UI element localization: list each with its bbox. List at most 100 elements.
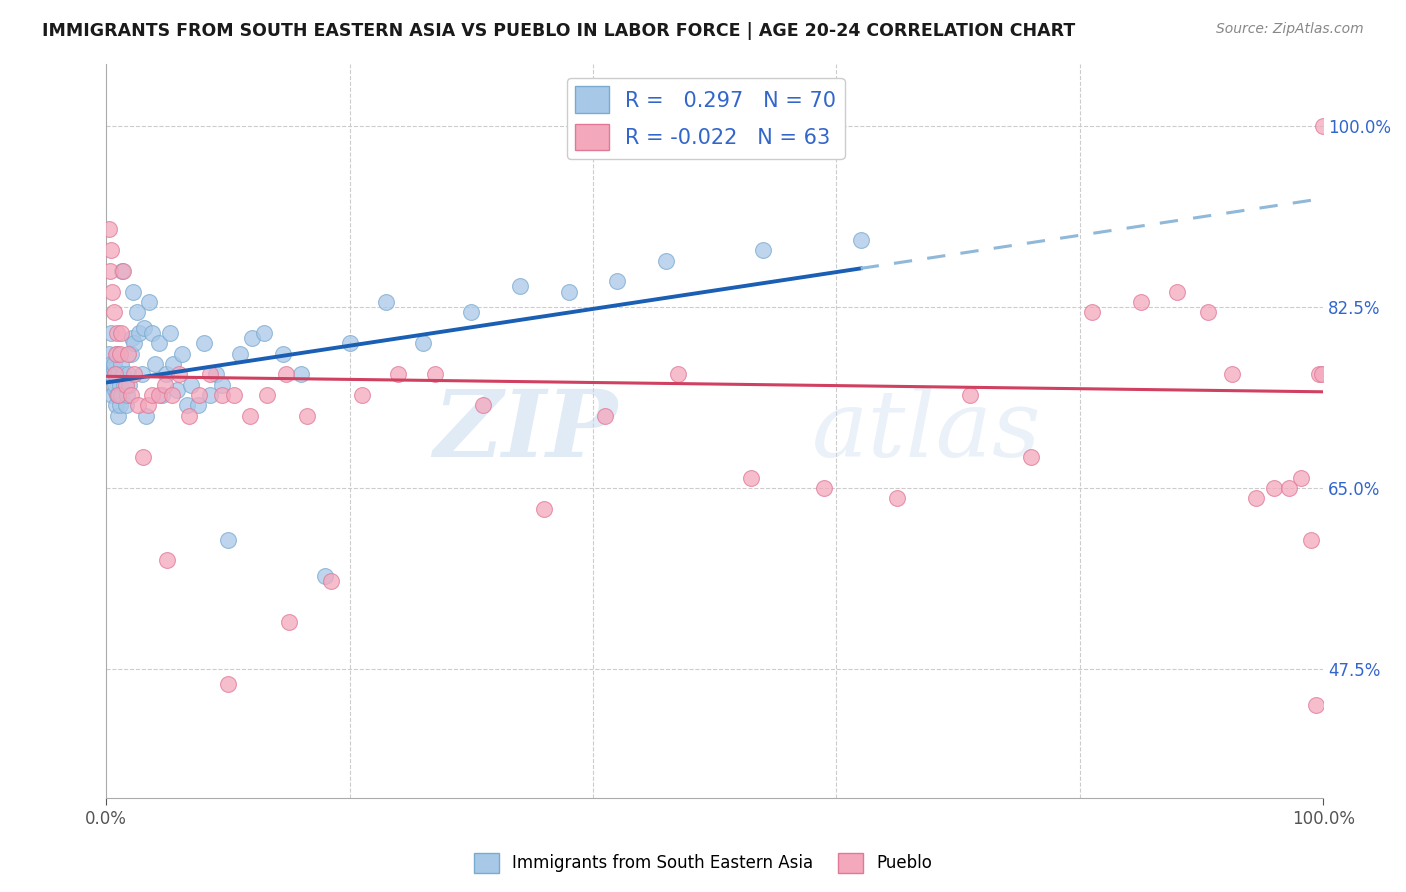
Point — [198, 368, 221, 382]
Point — [97, 346, 120, 360]
Point — [217, 533, 239, 547]
Point — [1299, 533, 1322, 547]
Point — [472, 398, 495, 412]
Point — [114, 377, 136, 392]
Point — [217, 677, 239, 691]
Point — [110, 388, 132, 402]
Point — [593, 409, 616, 423]
Point — [211, 377, 233, 392]
Point — [186, 398, 208, 412]
Point — [1289, 470, 1312, 484]
Point — [148, 388, 170, 402]
Point — [150, 388, 173, 402]
Text: IMMIGRANTS FROM SOUTH EASTERN ASIA VS PUEBLO IN LABOR FORCE | AGE 20-24 CORRELAT: IMMIGRANTS FROM SOUTH EASTERN ASIA VS PU… — [42, 22, 1076, 40]
Point — [121, 331, 143, 345]
Point — [125, 305, 148, 319]
Point — [104, 398, 127, 412]
Point — [111, 264, 134, 278]
Point — [176, 398, 198, 412]
Point — [108, 346, 131, 360]
Point — [180, 377, 202, 392]
Point — [120, 388, 142, 402]
Point — [136, 398, 159, 412]
Point — [533, 501, 555, 516]
Point — [277, 615, 299, 630]
Text: ZIP: ZIP — [433, 386, 617, 476]
Point — [156, 553, 179, 567]
Point — [110, 357, 132, 371]
Point — [339, 336, 361, 351]
Point — [666, 368, 689, 382]
Point — [606, 274, 628, 288]
Point — [314, 569, 336, 583]
Point — [159, 326, 181, 340]
Point — [117, 368, 139, 382]
Point — [1129, 294, 1152, 309]
Point — [100, 357, 122, 371]
Point — [155, 368, 177, 382]
Point — [107, 368, 129, 382]
Point — [100, 243, 122, 257]
Point — [131, 368, 153, 382]
Point — [143, 357, 166, 371]
Point — [122, 336, 145, 351]
Point — [1197, 305, 1219, 319]
Point — [101, 368, 124, 382]
Point — [253, 326, 276, 340]
Point — [752, 243, 775, 257]
Point — [108, 398, 131, 412]
Point — [170, 346, 193, 360]
Point — [105, 346, 128, 360]
Point — [849, 233, 872, 247]
Point — [115, 388, 138, 402]
Point — [276, 368, 298, 382]
Point — [198, 388, 221, 402]
Point — [1244, 491, 1267, 506]
Point — [387, 368, 409, 382]
Point — [141, 326, 163, 340]
Point — [98, 264, 121, 278]
Point — [1019, 450, 1042, 464]
Point — [1220, 368, 1243, 382]
Point — [104, 383, 127, 397]
Point — [177, 409, 200, 423]
Point — [1278, 481, 1301, 495]
Point — [222, 388, 245, 402]
Point — [239, 409, 262, 423]
Point — [655, 253, 678, 268]
Point — [148, 336, 170, 351]
Point — [460, 305, 482, 319]
Point — [412, 336, 434, 351]
Point — [740, 470, 762, 484]
Point — [813, 481, 835, 495]
Point — [271, 346, 294, 360]
Point — [375, 294, 398, 309]
Point — [135, 409, 157, 423]
Point — [103, 305, 125, 319]
Point — [1263, 481, 1285, 495]
Point — [105, 388, 128, 402]
Point — [97, 222, 120, 236]
Point — [959, 388, 981, 402]
Point — [101, 285, 124, 299]
Point — [350, 388, 373, 402]
Point — [141, 388, 163, 402]
Point — [204, 368, 226, 382]
Point — [240, 331, 263, 345]
Point — [167, 368, 190, 382]
Point — [160, 388, 183, 402]
Point — [193, 336, 215, 351]
Point — [211, 388, 233, 402]
Point — [132, 450, 155, 464]
Point — [122, 368, 145, 382]
Point — [122, 285, 145, 299]
Legend: Immigrants from South Eastern Asia, Pueblo: Immigrants from South Eastern Asia, Pueb… — [467, 847, 939, 880]
Point — [138, 294, 160, 309]
Point — [118, 377, 141, 392]
Point — [166, 383, 188, 397]
Point — [110, 326, 132, 340]
Point — [295, 409, 318, 423]
Text: Source: ZipAtlas.com: Source: ZipAtlas.com — [1216, 22, 1364, 37]
Point — [557, 285, 579, 299]
Point — [112, 368, 135, 382]
